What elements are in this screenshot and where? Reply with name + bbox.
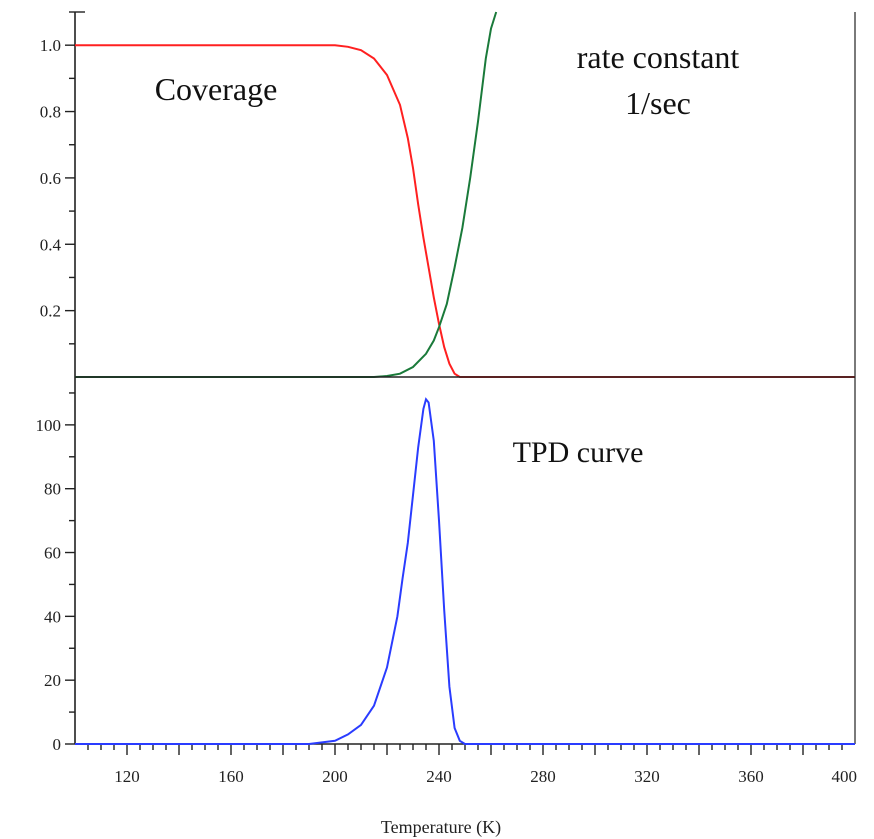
- y-tick-label-top: 1.0: [40, 36, 61, 55]
- annotation-rate-constant: rate constant: [577, 39, 740, 75]
- tpd-panel: 0 20 40 60 80 100 120 160 200 240 280 320 360 400: [36, 376, 858, 786]
- y-tick-label-top: 0.2: [40, 302, 61, 321]
- y-tick-label-top: 0.4: [40, 235, 62, 254]
- x-tick-label: 240: [426, 767, 452, 786]
- tpd-series-line: [75, 397, 855, 745]
- x-tick-label: 320: [634, 767, 660, 786]
- annotation-coverage: Coverage: [155, 71, 278, 107]
- x-axis-title: Temperature (K): [381, 817, 501, 838]
- x-tick-label: 160: [218, 767, 244, 786]
- x-tick-label: 400: [832, 767, 858, 786]
- annotation-rate-unit: 1/sec: [625, 85, 691, 121]
- y-tick-label-top: 0.8: [40, 103, 61, 122]
- y-tick-label-top: 0.6: [40, 169, 61, 188]
- y-tick-label-bottom: 100: [36, 416, 62, 435]
- y-tick-label-bottom: 0: [53, 735, 62, 754]
- x-tick-label: 280: [530, 767, 556, 786]
- x-tick-label: 120: [114, 767, 140, 786]
- y-tick-label-bottom: 40: [44, 607, 61, 626]
- y-tick-label-bottom: 20: [44, 671, 61, 690]
- annotation-tpd-curve: TPD curve: [513, 436, 644, 469]
- x-tick-label: 360: [738, 767, 764, 786]
- y-tick-label-bottom: 60: [44, 544, 61, 563]
- y-tick-label-bottom: 80: [44, 480, 61, 499]
- x-tick-label: 200: [322, 767, 348, 786]
